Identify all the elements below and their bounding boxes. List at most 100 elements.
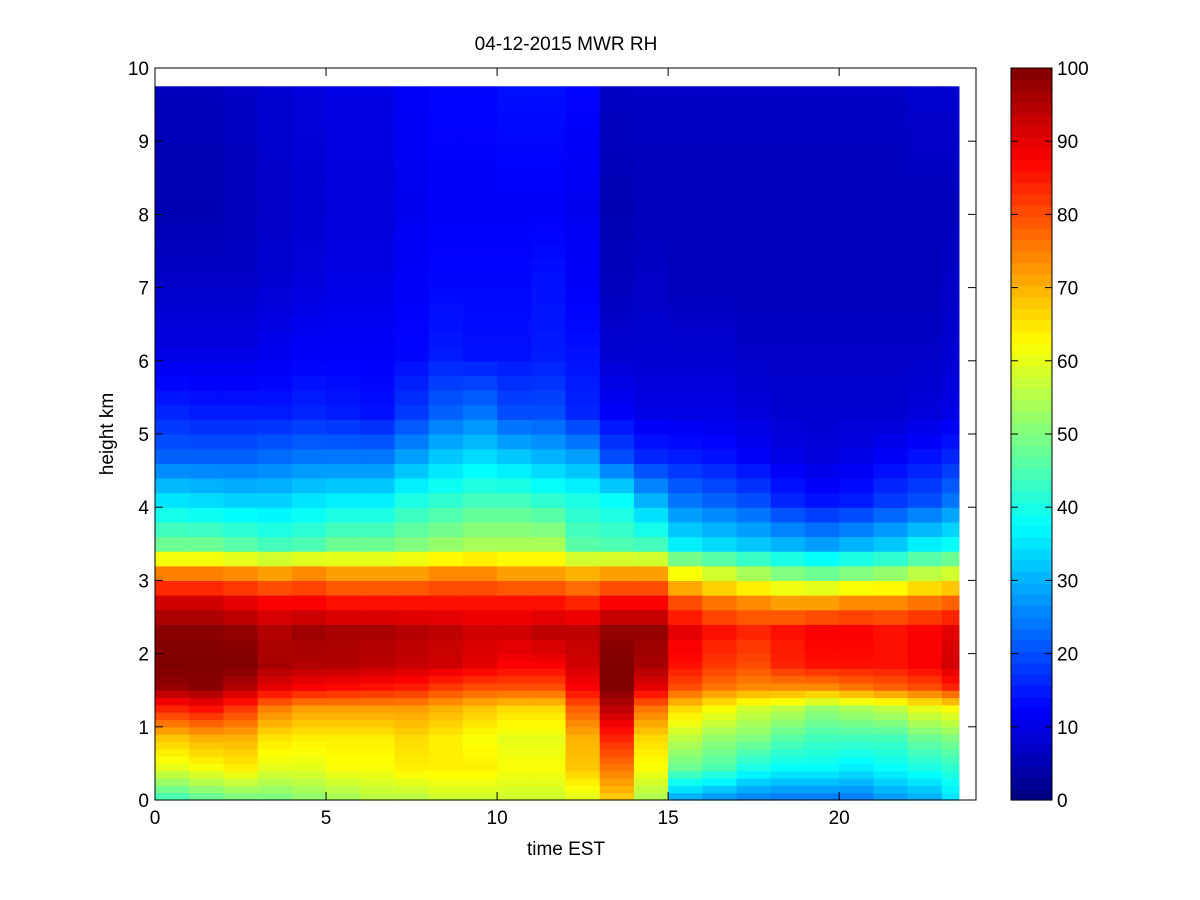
heatmap-cell bbox=[736, 390, 772, 406]
heatmap-cell bbox=[189, 331, 225, 347]
heatmap-cell bbox=[736, 638, 772, 655]
heatmap-cell bbox=[257, 141, 293, 157]
heatmap-cell bbox=[360, 507, 396, 523]
heatmap-cell bbox=[873, 214, 909, 230]
heatmap-cell bbox=[326, 675, 361, 684]
heatmap-cell bbox=[360, 741, 396, 750]
heatmap-cell bbox=[155, 302, 190, 318]
heatmap-cell bbox=[839, 111, 874, 128]
heatmap-cell bbox=[633, 682, 669, 691]
heatmap-cell bbox=[633, 668, 669, 677]
heatmap-cell bbox=[565, 595, 601, 611]
heatmap-cell bbox=[702, 778, 738, 786]
heatmap-cell bbox=[804, 346, 840, 362]
colorbar-swatch bbox=[1011, 491, 1052, 504]
heatmap-cell bbox=[155, 690, 190, 699]
heatmap-cell bbox=[155, 734, 190, 743]
heatmap-cell bbox=[189, 434, 225, 450]
heatmap-cell bbox=[326, 609, 361, 625]
heatmap-cell bbox=[633, 704, 669, 713]
heatmap-cell bbox=[668, 346, 703, 362]
heatmap-cell bbox=[189, 726, 225, 735]
heatmap-cell bbox=[428, 682, 464, 691]
heatmap-cell bbox=[291, 155, 327, 172]
heatmap-cell bbox=[770, 682, 806, 691]
heatmap-cell bbox=[770, 272, 806, 289]
heatmap-cell bbox=[428, 756, 464, 764]
heatmap-cell bbox=[531, 419, 567, 435]
heatmap-cell bbox=[839, 419, 874, 435]
heatmap-cell bbox=[531, 229, 567, 245]
heatmap-cell bbox=[839, 660, 874, 669]
heatmap-cell bbox=[941, 551, 960, 567]
heatmap-cell bbox=[394, 565, 430, 581]
heatmap-cell bbox=[736, 199, 772, 215]
heatmap-cell bbox=[223, 792, 259, 801]
heatmap-cell bbox=[873, 272, 909, 289]
heatmap-cell bbox=[155, 97, 190, 113]
heatmap-cell bbox=[223, 697, 259, 706]
heatmap-cell bbox=[702, 419, 738, 435]
heatmap-cell bbox=[668, 668, 703, 677]
heatmap-cell bbox=[839, 390, 874, 406]
heatmap-cell bbox=[462, 463, 498, 479]
heatmap-cell bbox=[257, 580, 293, 596]
heatmap-cell bbox=[223, 778, 259, 786]
heatmap-cell bbox=[189, 346, 225, 362]
heatmap-cell bbox=[223, 86, 259, 98]
heatmap-cell bbox=[770, 785, 806, 794]
heatmap-cell bbox=[804, 697, 840, 706]
heatmap-cell bbox=[497, 419, 532, 435]
heatmap-cell bbox=[702, 756, 738, 764]
heatmap-cell bbox=[531, 199, 567, 215]
heatmap-cell bbox=[462, 404, 498, 420]
heatmap-cell bbox=[155, 536, 190, 552]
heatmap-cell bbox=[565, 551, 601, 567]
heatmap-cell bbox=[531, 609, 567, 625]
heatmap-cell bbox=[497, 141, 532, 157]
heatmap-cell bbox=[462, 141, 498, 157]
heatmap-cell bbox=[839, 741, 874, 750]
heatmap-cell bbox=[326, 302, 361, 318]
heatmap-cell bbox=[873, 719, 909, 728]
heatmap-cell bbox=[497, 734, 532, 743]
heatmap-cell bbox=[223, 463, 259, 479]
heatmap-cell bbox=[531, 580, 567, 596]
heatmap-cell bbox=[291, 229, 327, 245]
heatmap-cell bbox=[189, 551, 225, 567]
heatmap-cell bbox=[633, 756, 669, 764]
heatmap-cell bbox=[804, 463, 840, 479]
heatmap-cell bbox=[189, 375, 225, 391]
heatmap-cell bbox=[941, 170, 960, 186]
x-tick-label: 0 bbox=[150, 808, 161, 829]
heatmap-cell bbox=[360, 668, 396, 677]
heatmap-cell bbox=[360, 770, 396, 779]
heatmap-cell bbox=[462, 199, 498, 215]
heatmap-cell bbox=[497, 463, 532, 479]
heatmap-cell bbox=[736, 97, 772, 113]
heatmap-cell bbox=[668, 492, 703, 508]
heatmap-cell bbox=[599, 609, 635, 625]
heatmap-cell bbox=[941, 697, 960, 706]
heatmap-cell bbox=[702, 126, 738, 142]
heatmap-cell bbox=[497, 668, 532, 677]
heatmap-cell bbox=[839, 719, 874, 728]
heatmap-cell bbox=[873, 507, 909, 523]
heatmap-cell bbox=[907, 712, 943, 721]
heatmap-cell bbox=[291, 682, 327, 691]
heatmap-cell bbox=[360, 492, 396, 508]
colorbar-swatch bbox=[1011, 319, 1052, 332]
heatmap-cell bbox=[394, 477, 430, 494]
heatmap-cell bbox=[907, 763, 943, 772]
heatmap-cell bbox=[257, 243, 293, 259]
heatmap-cell bbox=[770, 463, 806, 479]
heatmap-cell bbox=[223, 258, 259, 274]
heatmap-cell bbox=[155, 748, 190, 757]
heatmap-cell bbox=[189, 448, 225, 464]
heatmap-cell bbox=[702, 434, 738, 450]
heatmap-cell bbox=[941, 360, 960, 377]
heatmap-cell bbox=[223, 770, 259, 779]
heatmap-cell bbox=[326, 272, 361, 289]
heatmap-cell bbox=[155, 214, 190, 230]
heatmap-cell bbox=[668, 258, 703, 274]
